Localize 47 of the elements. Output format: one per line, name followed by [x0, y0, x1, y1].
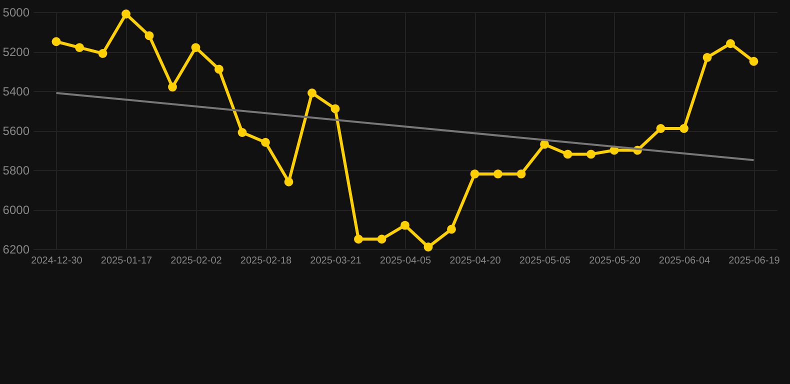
point: [377, 234, 386, 244]
x-tick-label: 2025-04-20: [450, 256, 502, 266]
point: [702, 52, 712, 62]
point: [586, 150, 596, 159]
x-tick-label: 2025-03-21: [310, 256, 362, 266]
y-tick-label: 5400: [2, 84, 30, 98]
y-tick-label: 5600: [2, 124, 30, 138]
x-tick-label: 2025-05-05: [519, 256, 572, 266]
point: [238, 128, 247, 137]
point: [470, 169, 480, 178]
point: [98, 49, 108, 58]
point: [52, 37, 61, 46]
point: [424, 242, 433, 252]
y-tick-label: 6200: [2, 242, 30, 256]
point: [168, 82, 177, 92]
point: [726, 39, 735, 48]
x-tick-label: 2025-04-05: [380, 256, 432, 266]
point: [75, 43, 84, 52]
point: [447, 224, 456, 234]
point: [261, 138, 270, 147]
point: [516, 169, 526, 178]
y-tick-label: 5200: [2, 45, 30, 59]
point: [122, 10, 130, 18]
point: [563, 150, 572, 159]
point: [308, 88, 316, 98]
point: [330, 104, 340, 114]
point: [494, 169, 502, 178]
x-tick-label: 2025-06-19: [728, 256, 780, 266]
point: [144, 31, 154, 40]
point: [191, 43, 200, 52]
x-tick-label: 2025-05-20: [589, 256, 641, 266]
x-tick-label: 2025-02-02: [170, 256, 222, 266]
x-tick-label: 2024-12-30: [31, 256, 83, 266]
x-tick-label: 2025-02-18: [240, 256, 292, 266]
y-tick-label: 6000: [2, 203, 30, 217]
y-tick-label: 5800: [2, 164, 30, 178]
point: [284, 177, 294, 186]
x-tick-label: 2025-01-17: [100, 256, 153, 266]
point: [400, 220, 410, 230]
point: [656, 124, 666, 133]
y-tick-label: 5000: [2, 6, 30, 20]
point: [540, 140, 549, 149]
x-tick-label: 2025-06-04: [658, 256, 711, 266]
point: [214, 64, 224, 74]
point: [749, 56, 758, 66]
point: [354, 234, 363, 244]
point: [680, 124, 688, 133]
